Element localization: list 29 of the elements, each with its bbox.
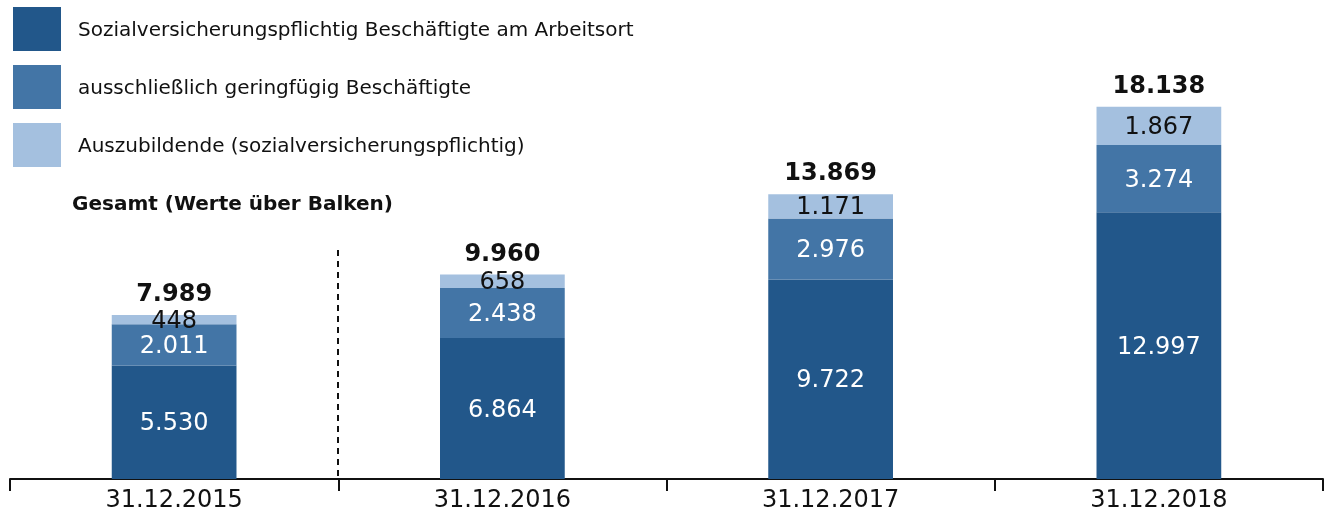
bar xyxy=(1096,212,1222,479)
bar xyxy=(768,279,893,479)
x-tick-label: 31.12.2015 xyxy=(105,485,243,513)
data-label: 2.438 xyxy=(468,299,537,328)
x-tick-label: 31.12.2016 xyxy=(433,485,572,513)
data-label: 12.997 xyxy=(1116,331,1201,360)
annotation: Gesamt (Werte über Balken) xyxy=(72,191,393,215)
legend-label: Sozialversicherungspflichtig Beschäftigte am Arbeitsort xyxy=(78,17,634,41)
total-label: 18.138 xyxy=(1112,70,1206,99)
total-label: 9.960 xyxy=(464,238,541,267)
x-tick-label: 31.12.2017 xyxy=(761,485,900,513)
bar xyxy=(768,218,893,280)
data-label: 1.867 xyxy=(1124,111,1194,140)
data-label: 1.171 xyxy=(796,192,865,221)
bar xyxy=(440,338,565,479)
legend-label: ausschließlich geringfügig Beschäftigte xyxy=(78,75,472,99)
total-label: 7.989 xyxy=(136,279,213,308)
bar xyxy=(111,365,237,479)
data-label: 5.530 xyxy=(139,408,209,437)
data-label: 9.722 xyxy=(796,365,865,394)
bar xyxy=(1096,145,1222,213)
data-label: 3.274 xyxy=(1124,164,1194,193)
bar xyxy=(440,288,565,339)
data-label: 2.976 xyxy=(796,234,865,263)
data-label: 6.864 xyxy=(468,394,537,423)
legend-label: Auszubildende (sozialversicherungspflichtig) xyxy=(78,133,525,157)
x-tick-label: 31.12.2018 xyxy=(1090,485,1228,513)
total-label: 13.869 xyxy=(784,158,877,187)
data-label: 658 xyxy=(479,267,526,296)
